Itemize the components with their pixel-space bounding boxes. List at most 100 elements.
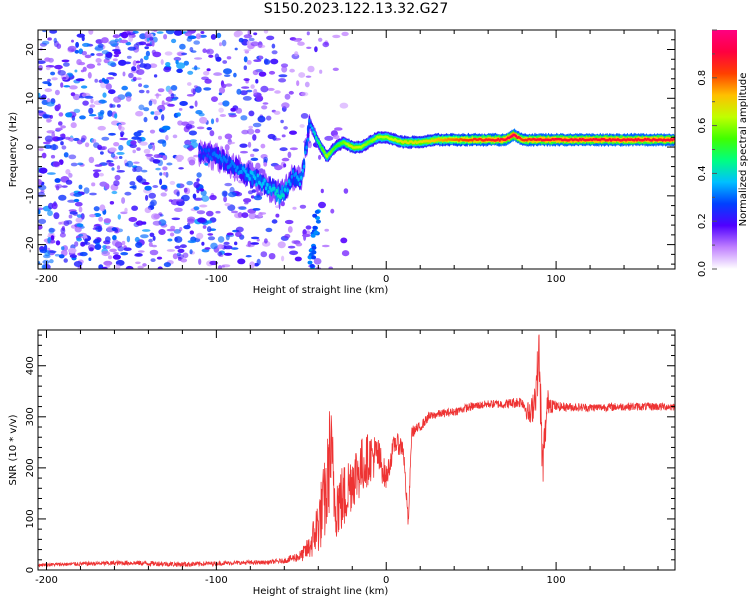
- noise-blob: [172, 253, 178, 260]
- noise-blob: [164, 51, 173, 56]
- snr-y-tick-label: 400: [25, 356, 36, 375]
- noise-blob: [242, 96, 252, 101]
- ridge-layer-3: [232, 161, 235, 166]
- noise-blob: [118, 156, 123, 159]
- noise-blob: [173, 30, 183, 36]
- snr-x-tick-label: 100: [547, 575, 566, 586]
- noise-blob: [101, 37, 109, 44]
- noise-blob: [109, 248, 117, 253]
- noise-blob: [124, 191, 132, 196]
- noise-blob: [111, 190, 118, 195]
- noise-blob: [47, 78, 51, 82]
- noise-blob: [167, 238, 173, 242]
- noise-blob: [175, 154, 185, 161]
- ridge-layer-2: [259, 174, 262, 183]
- noise-blob: [58, 112, 64, 117]
- noise-blob: [88, 114, 97, 117]
- noise-blob: [38, 110, 44, 113]
- noise-blob: [101, 146, 107, 150]
- noise-blob: [186, 94, 195, 97]
- colorbar-tick-label: 0.8: [697, 70, 708, 86]
- noise-blob: [221, 39, 227, 47]
- noise-blob: [143, 107, 150, 112]
- noise-blob: [260, 143, 266, 149]
- snr-x-axis-label: Height of straight line (km): [253, 586, 389, 597]
- noise-blob: [253, 32, 258, 36]
- noise-blob: [262, 102, 269, 105]
- noise-blob: [254, 128, 261, 134]
- noise-blob: [202, 48, 207, 53]
- colorbar-label: Normalized spectral amplitude: [738, 73, 749, 227]
- ridge-layer-3: [234, 168, 238, 173]
- noise-blob: [188, 130, 197, 136]
- noise-blob: [262, 240, 271, 247]
- noise-blob: [206, 49, 211, 53]
- noise-blob: [93, 206, 100, 212]
- noise-blob: [49, 250, 57, 254]
- noise-blob: [339, 102, 349, 109]
- noise-blob: [274, 90, 281, 94]
- noise-blob: [113, 142, 120, 147]
- noise-blob: [97, 63, 101, 66]
- noise-blob: [161, 100, 165, 107]
- noise-blob: [296, 38, 301, 43]
- noise-blob: [53, 212, 60, 220]
- ridge-layer-3: [306, 137, 310, 142]
- noise-blob: [127, 46, 137, 51]
- noise-blob: [184, 31, 192, 37]
- noise-blob: [98, 216, 103, 222]
- noise-blob: [314, 46, 318, 53]
- noise-blob: [319, 69, 323, 74]
- noise-blob: [245, 255, 252, 258]
- noise-blob: [206, 68, 211, 72]
- noise-blob: [142, 263, 147, 267]
- noise-blob: [51, 77, 58, 81]
- noise-blob: [195, 33, 202, 40]
- ridge-layer-3: [255, 182, 258, 187]
- tail-blob: [307, 271, 312, 275]
- noise-blob: [209, 260, 218, 266]
- colorbar-tick-label: 0.6: [697, 118, 708, 134]
- noise-blob: [250, 236, 260, 240]
- ridge-layer-3: [272, 186, 276, 191]
- noise-blob: [175, 198, 184, 202]
- noise-blob: [219, 42, 222, 47]
- noise-blob: [46, 101, 55, 107]
- ridge-layer-3: [236, 165, 239, 170]
- noise-blob: [94, 164, 103, 167]
- noise-blob: [55, 240, 61, 246]
- ridge-layer-3: [319, 144, 322, 147]
- noise-blob: [299, 124, 305, 128]
- noise-blob: [189, 230, 194, 235]
- noise-blob: [221, 190, 228, 197]
- noise-blob: [201, 241, 205, 246]
- noise-blob: [183, 60, 189, 66]
- noise-blob: [263, 156, 268, 163]
- noise-blob: [253, 88, 258, 96]
- noise-blob: [69, 254, 77, 259]
- noise-blob: [149, 249, 159, 256]
- noise-blob: [313, 258, 322, 265]
- noise-blob: [108, 147, 117, 152]
- noise-blob: [133, 161, 140, 164]
- ridge-layer-3: [320, 147, 323, 150]
- noise-blob: [121, 85, 128, 91]
- noise-blob: [196, 210, 206, 215]
- noise-blob: [68, 247, 77, 254]
- heatmap-y-tick-label: 0: [25, 144, 36, 150]
- noise-blob: [252, 208, 261, 211]
- noise-blob: [226, 232, 234, 236]
- ridge-layer-3: [330, 150, 333, 153]
- ridge-layer-3: [248, 176, 251, 181]
- noise-blob: [68, 214, 73, 219]
- noise-blob: [300, 113, 309, 119]
- noise-blob: [153, 115, 159, 121]
- noise-blob: [287, 245, 296, 249]
- noise-blob: [277, 241, 286, 249]
- noise-blob: [50, 235, 55, 241]
- noise-blob: [174, 207, 183, 212]
- noise-blob: [145, 50, 150, 57]
- ridge-layer-3: [332, 147, 336, 150]
- noise-blob: [243, 65, 247, 70]
- noise-blob: [176, 62, 186, 69]
